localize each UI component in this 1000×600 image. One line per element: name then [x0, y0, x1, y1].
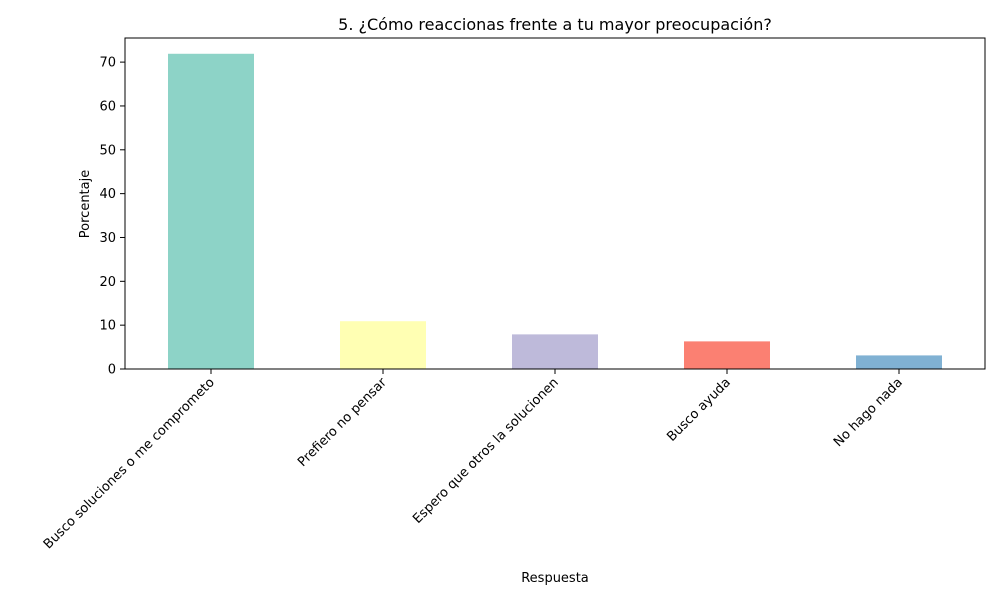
y-tick-label: 0	[108, 363, 116, 378]
bar-3	[512, 334, 598, 369]
y-tick-label: 40	[99, 187, 116, 202]
y-axis-label: Porcentaje	[78, 170, 93, 238]
bar-4	[684, 341, 770, 369]
y-axis: 0 10 20 30 40 50 60 70	[99, 56, 125, 378]
y-tick-label: 30	[99, 231, 116, 246]
bar-5	[856, 355, 942, 369]
bar-2	[340, 321, 426, 369]
y-tick-label: 60	[99, 99, 116, 114]
y-tick-label: 20	[99, 275, 116, 290]
x-axis-label: Respuesta	[521, 571, 589, 586]
y-tick-label: 10	[99, 319, 116, 334]
bar-1	[168, 53, 254, 369]
chart-title: 5. ¿Cómo reaccionas frente a tu mayor pr…	[338, 15, 772, 34]
bars-group	[168, 53, 942, 369]
y-tick-label: 50	[99, 143, 116, 158]
y-tick-label: 70	[99, 56, 116, 71]
